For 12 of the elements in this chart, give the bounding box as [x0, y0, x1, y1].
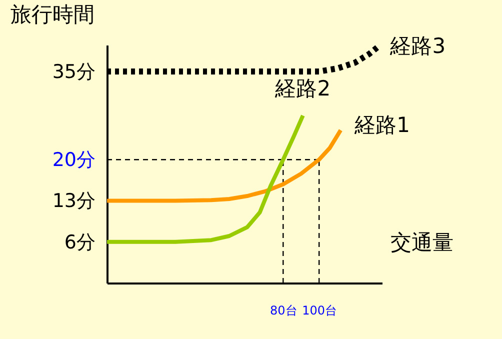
x-axis-title: 交通量 — [390, 230, 454, 254]
y-tick-label: 6分 — [64, 231, 96, 254]
series-label: 経路3 — [389, 34, 446, 58]
y-tick-label: 20分 — [52, 149, 96, 172]
series-label: 経路2 — [274, 76, 331, 101]
x-tick-label: 80台 — [270, 304, 298, 318]
x-tick-label: 100台 — [302, 304, 338, 318]
y-tick-label: 35分 — [52, 60, 96, 83]
y-tick-label: 13分 — [52, 190, 96, 212]
line-series — [105, 114, 305, 244]
series-label: 経路1 — [354, 113, 410, 138]
y-axis-title: 旅行時間 — [10, 2, 94, 26]
